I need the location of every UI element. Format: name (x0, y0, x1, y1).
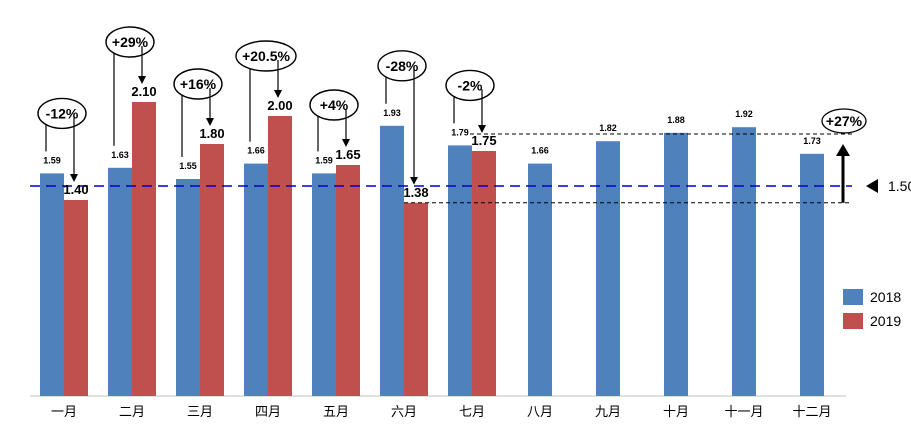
bars (40, 102, 824, 397)
change-annotation-4: +20.5% (235, 40, 297, 142)
reference-line-label: 1.50 (888, 178, 911, 194)
bar-2018-6 (380, 125, 404, 397)
bar-2018-10 (664, 132, 688, 397)
x-tick-6: 六月 (391, 405, 417, 420)
bar-2018-12 (800, 153, 824, 396)
x-tick-9: 九月 (595, 405, 621, 420)
change-annotation-2: +29% (105, 26, 155, 146)
annotation-text: -2% (458, 77, 483, 93)
x-tick-5: 五月 (323, 405, 349, 420)
bar-2019-5 (336, 165, 360, 396)
bar-2018-9 (596, 141, 620, 396)
legend-swatch-2018 (843, 289, 863, 305)
value-label-2019-5: 1.65 (335, 147, 360, 162)
bar-2019-2 (132, 102, 156, 396)
range-annotation: +27% (404, 108, 867, 204)
change-annotation-5: +4% (309, 89, 359, 152)
value-labels: 1.591.401.632.101.551.801.662.001.59 1.65… (43, 84, 821, 200)
change-annotation-6: -28% (377, 50, 427, 185)
annotation-text: +16% (180, 76, 217, 92)
annotation-text: -28% (386, 58, 419, 74)
x-tick-3: 三月 (187, 405, 213, 420)
value-label-2018-10: 1.88 (667, 115, 685, 125)
bar-2018-2 (108, 167, 132, 396)
reference-line: 1.50 (30, 178, 911, 194)
value-label-2018-8: 1.66 (531, 146, 549, 156)
value-label-2019-7: 1.75 (471, 133, 496, 148)
value-label-2018-11: 1.92 (735, 109, 753, 119)
annotation-text: +20.5% (242, 48, 290, 64)
value-label-2019-4: 2.00 (267, 98, 292, 113)
x-tick-2: 二月 (119, 405, 145, 420)
bar-2018-1 (40, 173, 64, 396)
range-annotation-text: +27% (826, 113, 863, 129)
value-label-2018-2: 1.63 (111, 150, 129, 160)
bar-2018-4 (244, 163, 268, 396)
bar-2019-4 (268, 116, 292, 396)
annotation-ellipse (235, 40, 297, 72)
legend-label-2019: 2019 (870, 313, 901, 329)
change-annotation-1: -12% (37, 97, 87, 182)
value-label-2018-9: 1.82 (599, 123, 617, 133)
x-tick-12: 十二月 (792, 405, 831, 420)
bar-2018-5 (312, 173, 336, 396)
annotation-text: +29% (112, 34, 149, 50)
bar-2018-3 (176, 179, 200, 396)
value-label-2018-3: 1.55 (179, 161, 197, 171)
x-tick-11: 十一月 (724, 405, 763, 420)
bar-2018-8 (528, 163, 552, 396)
bar-2019-7 (472, 151, 496, 396)
bar-2019-6 (404, 202, 428, 396)
value-label-2019-1: 1.40 (63, 182, 88, 197)
x-tick-8: 八月 (527, 405, 553, 420)
change-annotation-7: -2% (445, 69, 495, 133)
bar-2019-3 (200, 144, 224, 396)
value-label-2018-7: 1.79 (451, 127, 469, 137)
value-label-2018-6: 1.93 (383, 108, 401, 118)
x-tick-10: 十月 (663, 405, 689, 420)
value-label-2019-3: 1.80 (199, 126, 224, 141)
reference-line-pointer-icon (866, 179, 878, 193)
x-tick-7: 七月 (459, 405, 485, 420)
x-tick-1: 一月 (51, 405, 77, 420)
bar-2018-7 (448, 145, 472, 396)
annotation-text: +4% (320, 97, 349, 113)
legend: 2018 2019 (843, 289, 901, 329)
x-tick-labels: 一月 二月 三月 四月 五月 六月 七月 八月 九月 十月 十一月 十二月 (51, 405, 832, 420)
value-label-2019-6: 1.38 (403, 185, 428, 200)
legend-label-2018: 2018 (870, 289, 901, 305)
range-annotation-ellipse (821, 108, 867, 134)
value-label-2018-5: 1.59 (315, 155, 333, 165)
legend-swatch-2019 (843, 313, 863, 329)
annotation-text: -12% (46, 105, 79, 121)
bar-2019-1 (64, 200, 88, 396)
value-label-2018-12: 1.73 (803, 136, 821, 146)
value-label-2018-1: 1.59 (43, 155, 61, 165)
x-tick-4: 四月 (255, 405, 281, 420)
change-annotation-3: +16% (173, 68, 223, 157)
value-label-2018-4: 1.66 (247, 146, 265, 156)
value-label-2019-2: 2.10 (131, 84, 156, 99)
change-annotations: -12% +29% +16% +20.5% +4% -28% -2% (37, 26, 495, 185)
bar-2018-11 (732, 127, 756, 396)
